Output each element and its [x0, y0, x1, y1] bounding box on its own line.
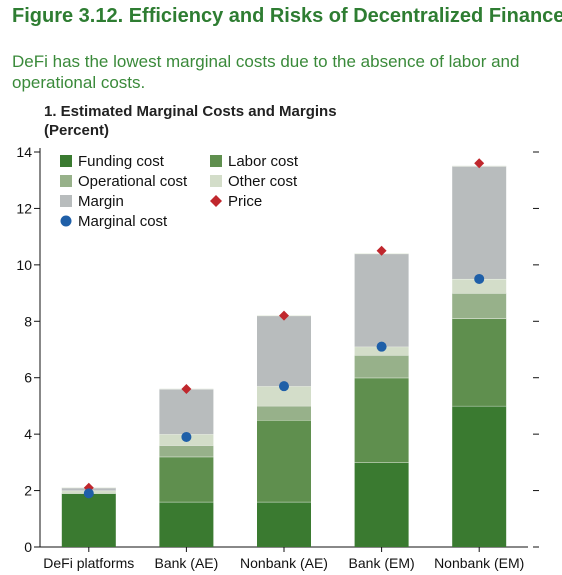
legend-swatch-operational-cost: [60, 175, 72, 187]
legend-swatch-margin: [60, 195, 72, 207]
marginal-cost-marker: [474, 273, 485, 284]
legend-label-funding-cost: Funding cost: [78, 153, 165, 170]
bar-segment-funding-cost: [452, 405, 507, 547]
y-tick-label: 6: [24, 370, 32, 386]
bar-segment-margin: [257, 315, 311, 387]
bar-segment-labor-cost: [257, 420, 311, 502]
marginal-cost-marker: [279, 381, 289, 392]
price-marker: [376, 245, 387, 256]
bar-segment-other-cost: [452, 278, 507, 294]
chart-axes: 0 2 4 6 8 10 12 14 DeFi platforms Bank (AE) Nonban…: [16, 144, 539, 571]
price-marker: [181, 384, 192, 394]
bar-segment-labor-cost: [452, 318, 507, 406]
bar-segment-funding-cost: [159, 501, 214, 547]
marginal-cost-marker: [181, 431, 192, 442]
price-marker: [279, 310, 289, 321]
y-tick-label: 10: [16, 257, 32, 273]
marginal-cost-marker: [376, 341, 387, 352]
figure-title: Figure 3.12. Efficiency and Risks of Dec…: [12, 5, 562, 27]
bar-segment-operational-cost: [452, 293, 507, 319]
bar-segment-margin: [159, 389, 214, 435]
x-tick-label: Nonbank (EM): [434, 555, 524, 571]
bar-segment-margin: [354, 253, 409, 347]
y-tick-label: 2: [24, 483, 32, 499]
bar-segment-other-cost: [257, 386, 311, 406]
legend-label-marginal-cost: Marginal cost: [78, 213, 168, 230]
legend-label-margin: Margin: [78, 193, 124, 210]
bar-segment-operational-cost: [354, 355, 409, 378]
y-tick-label: 14: [16, 144, 32, 160]
bar-segment-labor-cost: [354, 377, 409, 463]
figure-subtitle: DeFi has the lowest marginal costs due t…: [12, 52, 520, 92]
x-tick-label: Bank (AE): [154, 555, 218, 571]
chart-legend: Funding cost Labor cost Operational cost Ot…: [60, 153, 299, 230]
bar-segment-operational-cost: [257, 405, 311, 421]
chart-title: 1. Estimated Marginal Costs and Margins: [44, 103, 337, 120]
x-tick-label: DeFi platforms: [43, 555, 134, 571]
y-tick-label: 4: [24, 426, 32, 442]
legend-swatch-other-cost: [210, 175, 222, 187]
legend-swatch-funding-cost: [60, 155, 72, 167]
legend-label-price: Price: [228, 193, 262, 210]
y-axis-unit-label: (Percent): [44, 122, 110, 139]
price-marker: [474, 158, 485, 169]
bar-segment-margin: [452, 166, 507, 279]
legend-label-other-cost: Other cost: [228, 173, 298, 190]
bar-segment-labor-cost: [159, 456, 214, 502]
chart-markers: [83, 158, 485, 499]
legend-label-operational-cost: Operational cost: [78, 173, 188, 190]
marginal-cost-marker: [83, 488, 94, 499]
legend-swatch-price: [210, 195, 222, 207]
x-tick-label: Bank (EM): [349, 555, 415, 571]
bar-segment-operational-cost: [159, 445, 214, 457]
chart-panel-title: 1. Estimated Marginal Costs and Margins …: [44, 102, 337, 140]
bar-segment-funding-cost: [257, 501, 311, 547]
bar-segment-funding-cost: [61, 493, 116, 547]
y-tick-label: 8: [24, 313, 32, 329]
legend-label-labor-cost: Labor cost: [228, 153, 299, 170]
y-tick-label: 12: [16, 200, 32, 216]
legend-swatch-marginal-cost: [60, 215, 72, 227]
bar-segment-funding-cost: [354, 462, 409, 547]
x-tick-label: Nonbank (AE): [240, 555, 328, 571]
legend-swatch-labor-cost: [210, 155, 222, 167]
y-tick-label: 0: [24, 539, 32, 555]
